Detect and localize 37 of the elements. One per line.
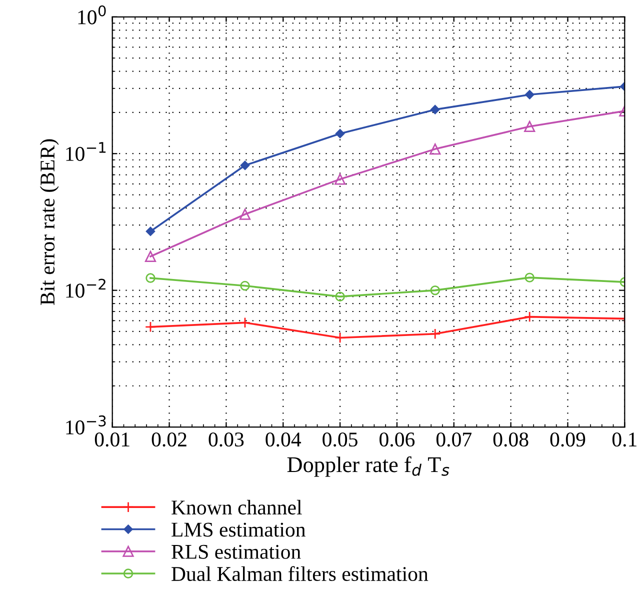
x-tick-label: 0.04 — [266, 432, 302, 447]
x-tick-label: 0.08 — [493, 432, 528, 447]
legend-label: Known channel — [172, 500, 302, 515]
y-axis-title: Bit error rate (BER) — [40, 139, 59, 305]
point — [335, 129, 345, 138]
legend-label: Dual Kalman filters estimation — [172, 566, 428, 582]
point — [335, 292, 345, 302]
point — [146, 273, 156, 283]
y-tick-label: 10$^{0}$ — [78, 5, 106, 24]
x-tick-label: 0.09 — [550, 432, 586, 447]
x-tick-label: 0.05 — [322, 432, 358, 447]
point — [430, 285, 440, 296]
point — [334, 332, 346, 344]
x-tick-label: 0.07 — [436, 432, 472, 447]
point — [146, 226, 156, 236]
point — [524, 272, 534, 282]
y-tick-label: 10$^{−2}$ — [66, 278, 106, 298]
x-axis-title: Doppler rate f$_{d}$ T$_{s}$ — [287, 456, 450, 477]
point — [524, 90, 534, 100]
y-tick-label: 10$^{−1}$ — [66, 142, 106, 161]
legend-label: LMS estimation — [172, 522, 306, 537]
point — [524, 120, 536, 132]
x-tick-label: 0.01 — [94, 432, 130, 447]
point — [240, 280, 250, 291]
point — [144, 250, 156, 262]
x-tick-label: 0.02 — [152, 432, 186, 447]
point — [240, 160, 250, 170]
point — [334, 174, 346, 185]
x-tick-label: 0.06 — [380, 432, 415, 447]
legend-label: RLS estimation — [172, 544, 301, 559]
point — [430, 104, 440, 114]
point — [239, 208, 251, 220]
x-tick-label: 0.03 — [208, 432, 244, 447]
point — [430, 328, 441, 340]
point — [430, 143, 441, 155]
x-tick-label: 0.1 — [612, 432, 636, 447]
point — [144, 321, 156, 332]
